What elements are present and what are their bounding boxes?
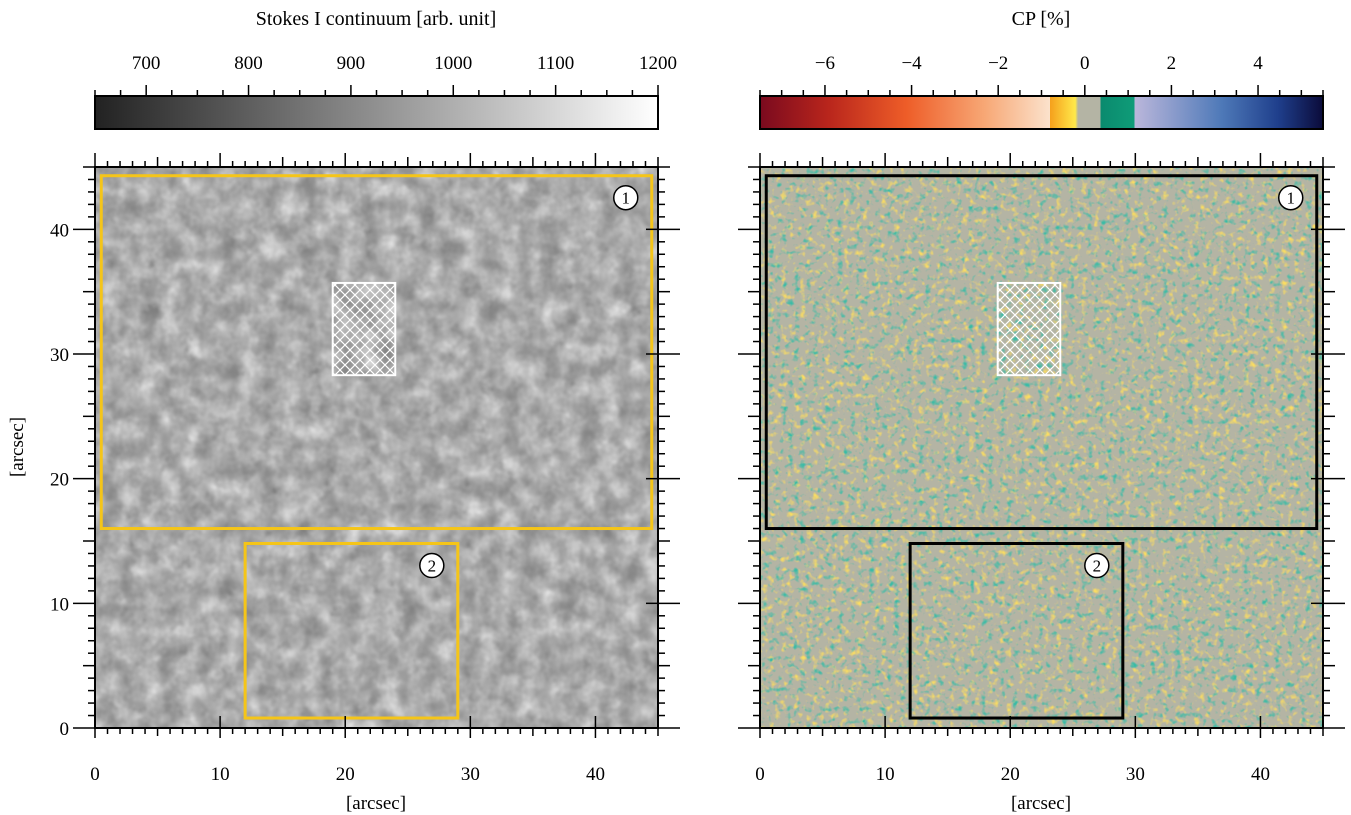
- intensity-image: [95, 167, 658, 728]
- x-tick-label: 10: [211, 764, 230, 785]
- colorbar-tick-label: −4: [901, 53, 922, 74]
- colorbar-tick-label: 1100: [537, 53, 574, 74]
- region-label: 1: [1286, 189, 1295, 208]
- region-marker: [1084, 552, 1110, 579]
- colorbar: [94, 95, 659, 130]
- hatched-region: [996, 281, 1062, 377]
- colorbar-tick-label: 1000: [434, 53, 472, 74]
- region-box: [908, 541, 1125, 720]
- regions: 12: [99, 174, 654, 720]
- stokes-i-panel: Stokes I continuum [arb. unit] 700 800 900…: [7, 8, 680, 814]
- x-tick-label: 10: [876, 764, 895, 785]
- colorbar-ticks: 700 800 900 1000 1100 1200: [94, 53, 677, 96]
- axes: 0 10 20 30 40: [738, 153, 1345, 785]
- x-axis-label: [arcsec]: [346, 793, 406, 814]
- colorbar-tick-label: 1200: [639, 53, 677, 74]
- cp-image: [760, 167, 1323, 728]
- y-tick-label: 10: [50, 594, 69, 615]
- y-tick-label: 40: [50, 220, 69, 241]
- axes: 0 10 20 30 40 0 10 20 30 40: [50, 153, 680, 785]
- colorbar-tick-label: 0: [1080, 53, 1090, 74]
- colorbar-tick-label: 2: [1167, 53, 1177, 74]
- plot-frame: [94, 166, 659, 729]
- colorbar-ticks: −6 −4 −2 0 2 4: [759, 53, 1324, 96]
- plot-frame: [759, 166, 1324, 729]
- x-tick-label: 30: [1126, 764, 1145, 785]
- y-axis-label: [arcsec]: [7, 417, 28, 477]
- colorbar-tick-label: −6: [815, 53, 835, 74]
- region-box: [243, 541, 460, 720]
- region-box: [99, 174, 654, 531]
- x-tick-label: 20: [336, 764, 355, 785]
- x-tick-label: 20: [1001, 764, 1020, 785]
- region-marker: [1277, 184, 1304, 211]
- colorbar-tick-label: 700: [132, 53, 161, 74]
- y-tick-label: 30: [50, 345, 69, 366]
- colorbar-tick-label: 800: [234, 53, 263, 74]
- region-box: [764, 174, 1319, 531]
- x-tick-label: 30: [461, 764, 480, 785]
- colorbar-title: Stokes I continuum [arb. unit]: [256, 8, 497, 30]
- colorbar-tick-label: 4: [1253, 53, 1263, 74]
- region-marker: [612, 184, 639, 211]
- y-tick-label: 0: [60, 719, 70, 740]
- region-label: 2: [428, 556, 437, 575]
- region-marker: [419, 552, 445, 579]
- colorbar-title: CP [%]: [1012, 8, 1071, 30]
- region-label: 1: [621, 189, 630, 208]
- cp-panel: CP [%] −6 −4 −2 0 2 4 12 0 10 20 30 40 [arcsec]: [738, 8, 1345, 814]
- hatched-region: [331, 281, 397, 377]
- x-tick-label: 0: [755, 764, 765, 785]
- x-tick-label: 0: [90, 764, 100, 785]
- colorbar: [759, 95, 1324, 130]
- colorbar-tick-label: −2: [988, 53, 1008, 74]
- colorbar-tick-label: 900: [337, 53, 366, 74]
- y-tick-label: 20: [50, 470, 69, 491]
- x-tick-label: 40: [1251, 764, 1270, 785]
- x-axis-label: [arcsec]: [1011, 793, 1071, 814]
- region-label: 2: [1093, 556, 1102, 575]
- x-tick-label: 40: [586, 764, 605, 785]
- regions: 12: [764, 174, 1319, 720]
